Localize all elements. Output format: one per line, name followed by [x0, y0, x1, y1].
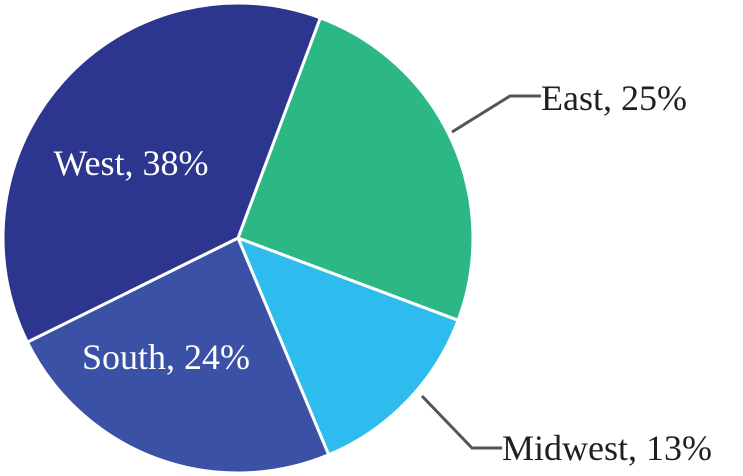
slice-label-midwest: Midwest, 13%: [502, 428, 712, 468]
slice-label-south: South, 24%: [82, 337, 250, 377]
pie-slice-west: [1, 1, 322, 344]
leader-line-midwest: [420, 394, 502, 450]
pie-slices: [1, 1, 475, 475]
leader-lines: [420, 94, 541, 450]
slice-label-east: East, 25%: [541, 78, 687, 118]
pie-slice-east: [236, 16, 475, 322]
slice-label-west: West, 38%: [53, 143, 208, 183]
pie-slice-south: [25, 236, 331, 475]
slice-labels: East, 25% Midwest, 13% South, 24% West, 38%: [53, 78, 712, 468]
leader-line-east: [451, 94, 541, 134]
pie-slice-midwest: [236, 236, 460, 457]
